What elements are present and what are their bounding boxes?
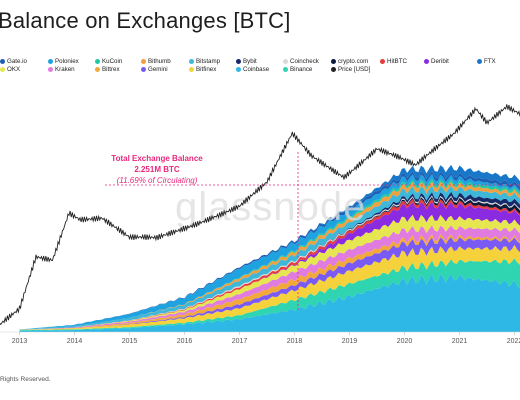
- legend-swatch: [48, 67, 53, 72]
- legend-item-binance[interactable]: Binance: [283, 66, 312, 73]
- legend-label: Gate.io: [7, 58, 27, 65]
- legend-label: Bitfinex: [196, 66, 217, 73]
- legend-label: Bitstamp: [196, 58, 221, 65]
- legend-swatch: [141, 59, 146, 64]
- legend-swatch: [236, 67, 241, 72]
- legend-item-bithumb[interactable]: Bithumb: [141, 58, 171, 65]
- legend-item-bitstamp[interactable]: Bitstamp: [189, 58, 220, 65]
- legend-item-poloniex[interactable]: Poloniex: [48, 58, 79, 65]
- legend-item-gate-io[interactable]: Gate.io: [0, 58, 27, 65]
- legend-item-ftx[interactable]: FTX: [477, 58, 496, 65]
- legend-label: Bittrex: [102, 66, 120, 73]
- legend-item-kraken[interactable]: Kraken: [48, 66, 75, 73]
- price-line: [0, 104, 520, 326]
- legend-label: KuCoin: [102, 58, 123, 65]
- area-series-deribit: [19, 201, 520, 330]
- legend-label: Price [USD]: [338, 66, 371, 73]
- area-series-coinbase: [19, 274, 520, 332]
- x-tick-label: 2018: [287, 338, 303, 345]
- legend-item-okx[interactable]: OKX: [0, 66, 20, 73]
- watermark-text: glassnode: [175, 185, 366, 229]
- x-tick-label: 2015: [122, 338, 138, 345]
- legend-swatch: [189, 59, 194, 64]
- area-series-gemini: [19, 237, 520, 330]
- annotation: Total Exchange Balance 2.251M BTC (11.69…: [105, 152, 520, 310]
- area-series-binance: [19, 258, 520, 331]
- x-tick-label: 2022: [507, 338, 520, 345]
- legend-swatch: [95, 59, 100, 64]
- legend-swatch: [283, 67, 288, 72]
- legend-item-kucoin[interactable]: KuCoin: [95, 58, 122, 65]
- legend-item-hitbtc[interactable]: HitBTC: [380, 58, 407, 65]
- footer-text: Rights Reserved.: [0, 376, 51, 383]
- price-line-layer: [0, 104, 520, 326]
- legend-swatch: [380, 59, 385, 64]
- legend-swatch: [0, 67, 5, 72]
- legend-item-gemini[interactable]: Gemini: [141, 66, 168, 73]
- legend-swatch: [424, 59, 429, 64]
- x-axis-ticks: 2013 2014 2015 2016 2017 2018 2019 2020 2021 2022: [12, 332, 520, 345]
- legend-label: Coincheck: [290, 58, 319, 65]
- legend-swatch: [331, 59, 336, 64]
- legend-label: Coinbase: [243, 66, 270, 73]
- legend-label: OKX: [7, 66, 21, 73]
- stacked-area-layer: [19, 164, 520, 332]
- legend-swatch: [48, 59, 53, 64]
- page-title: Balance on Exchanges [BTC]: [0, 8, 291, 33]
- legend-item-bittrex[interactable]: Bittrex: [95, 66, 120, 73]
- legend-label: HitBTC: [387, 58, 407, 65]
- legend-swatch: [331, 67, 336, 72]
- legend-label: Gemini: [148, 66, 168, 73]
- legend-item-bitfinex[interactable]: Bitfinex: [189, 66, 216, 73]
- legend-label: FTX: [484, 58, 496, 65]
- x-tick-label: 2021: [452, 338, 468, 345]
- area-series-kraken: [19, 225, 520, 330]
- annotation-line3: (11.69% of Circulating): [117, 176, 198, 185]
- legend-swatch: [95, 67, 100, 72]
- legend-item-deribit[interactable]: Deribit: [424, 58, 449, 65]
- legend-swatch: [283, 59, 288, 64]
- legend-item-crypto-com[interactable]: crypto.com: [331, 58, 368, 65]
- legend-label: Poloniex: [55, 58, 79, 65]
- legend-label: Kraken: [55, 66, 75, 73]
- legend-label: Deribit: [431, 58, 449, 65]
- x-tick-label: 2017: [232, 338, 248, 345]
- legend-swatch: [141, 67, 146, 72]
- x-tick-label: 2019: [342, 338, 358, 345]
- legend-swatch: [477, 59, 482, 64]
- chart-canvas: glassnode Total Exchange Balance 2.251M …: [0, 104, 520, 345]
- area-series-okx: [19, 214, 520, 330]
- x-tick-label: 2014: [67, 338, 83, 345]
- legend-item-price-usd[interactable]: Price [USD]: [331, 66, 370, 73]
- x-tick-label: 2016: [177, 338, 193, 345]
- x-tick-label: 2020: [397, 338, 413, 345]
- legend-label: Binance: [290, 66, 313, 73]
- legend-item-coincheck[interactable]: Coincheck: [283, 58, 319, 65]
- area-series-bitfinex: [19, 244, 520, 331]
- legend-label: Bithumb: [148, 58, 171, 65]
- legend-label: crypto.com: [338, 58, 369, 65]
- x-tick-label: 2013: [12, 338, 28, 345]
- chart-legend: Gate.io Poloniex KuCoin Bithumb Bitstamp Bybi…: [0, 58, 520, 74]
- legend-item-coinbase[interactable]: Coinbase: [236, 66, 269, 73]
- legend-label: Bybit: [243, 58, 257, 65]
- legend-item-bybit[interactable]: Bybit: [236, 58, 257, 65]
- legend-swatch: [0, 59, 5, 64]
- legend-swatch: [189, 67, 194, 72]
- annotation-line1: Total Exchange Balance: [111, 154, 203, 163]
- annotation-line2: 2.251M BTC: [134, 165, 180, 174]
- legend-swatch: [236, 59, 241, 64]
